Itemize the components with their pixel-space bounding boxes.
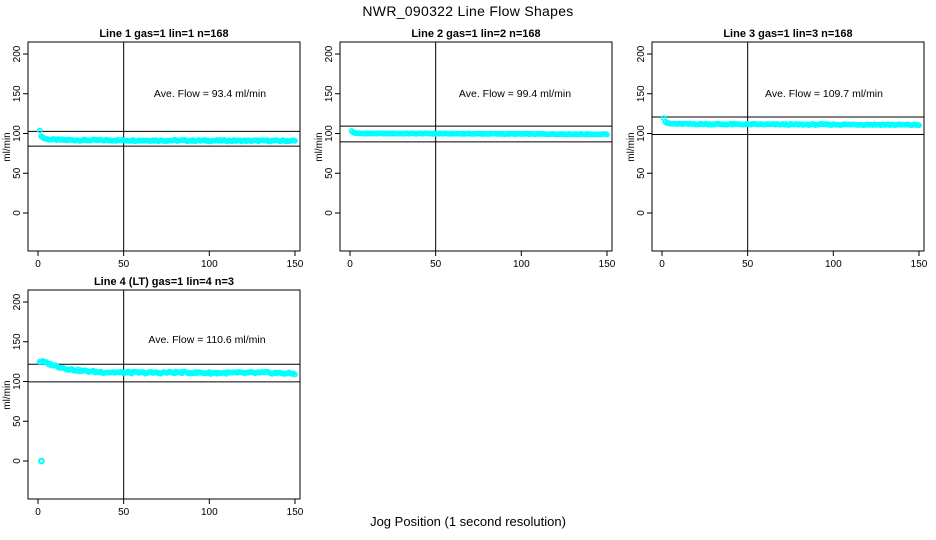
panel-title: Line 1 gas=1 lin=1 n=168 [99,28,228,40]
y-tick-label: 200 [12,45,23,62]
y-tick-label: 150 [12,85,23,102]
y-tick-label: 150 [324,85,335,102]
plot-box [339,41,613,252]
x-tick-label: 0 [347,259,353,270]
x-tick-label: 50 [742,259,754,270]
flow-panel-line-3: Line 3 gas=1 lin=3 n=168 Ave. Flow = 109… [626,28,928,270]
data-point [292,371,298,378]
y-tick-label: 50 [636,167,647,179]
y-tick-label: 50 [12,415,23,427]
y-tick-label: 0 [12,210,23,216]
y-tick-label: 150 [636,85,647,102]
y-tick-label: 100 [12,125,23,142]
y-tick-label: 100 [636,125,647,142]
y-tick-label: 50 [12,167,23,179]
plot-box [27,289,301,500]
x-tick-label: 150 [911,259,928,270]
panel-title: Line 4 (LT) gas=1 lin=4 n=3 [94,276,234,288]
y-tick-label: 0 [636,210,647,216]
x-tick-label: 0 [35,259,41,270]
x-tick-label: 150 [599,259,616,270]
y-axis-label: ml/min [2,380,13,409]
data-point [604,131,610,138]
x-axis-title: Jog Position (1 second resolution) [370,514,566,529]
plot-box [651,41,925,252]
x-tick-label: 100 [513,259,530,270]
x-tick-label: 100 [201,259,218,270]
y-tick-label: 50 [324,167,335,179]
y-tick-label: 150 [12,333,23,350]
y-tick-label: 0 [12,458,23,464]
y-axis-label: ml/min [2,132,13,161]
y-tick-label: 200 [636,45,647,62]
data-point [292,137,298,144]
y-axis-label: ml/min [626,132,637,161]
ave-flow-label: Ave. Flow = 110.6 ml/min [148,334,265,346]
x-tick-label: 100 [201,507,218,518]
x-tick-label: 50 [118,507,130,518]
flow-panel-line-4: Line 4 (LT) gas=1 lin=4 n=3 Ave. Flow = … [2,276,304,518]
x-tick-label: 150 [287,507,304,518]
x-tick-label: 50 [118,259,130,270]
ave-flow-label: Ave. Flow = 99.4 ml/min [459,88,571,100]
panel-title: Line 3 gas=1 lin=3 n=168 [723,28,852,40]
flow-panel-line-1: Line 1 gas=1 lin=1 n=168 Ave. Flow = 93.… [2,28,304,270]
x-tick-label: 100 [825,259,842,270]
flow-panel-line-2: Line 2 gas=1 lin=2 n=168 Ave. Flow = 99.… [314,28,616,270]
x-tick-label: 150 [287,259,304,270]
y-tick-label: 100 [324,125,335,142]
y-axis-label: ml/min [314,132,325,161]
x-tick-label: 50 [430,259,442,270]
data-point [916,122,922,129]
ave-flow-label: Ave. Flow = 109.7 ml/min [765,88,883,100]
main-title: NWR_090322 Line Flow Shapes [362,3,574,19]
y-tick-label: 200 [12,293,23,310]
data-point [36,127,43,134]
x-tick-label: 0 [659,259,665,270]
y-tick-label: 200 [324,45,335,62]
y-tick-label: 100 [12,373,23,390]
x-tick-label: 0 [35,507,41,518]
ave-flow-label: Ave. Flow = 93.4 ml/min [154,88,266,100]
outlier-data-point [38,457,45,465]
y-tick-label: 0 [324,210,335,216]
panel-title: Line 2 gas=1 lin=2 n=168 [411,28,540,40]
